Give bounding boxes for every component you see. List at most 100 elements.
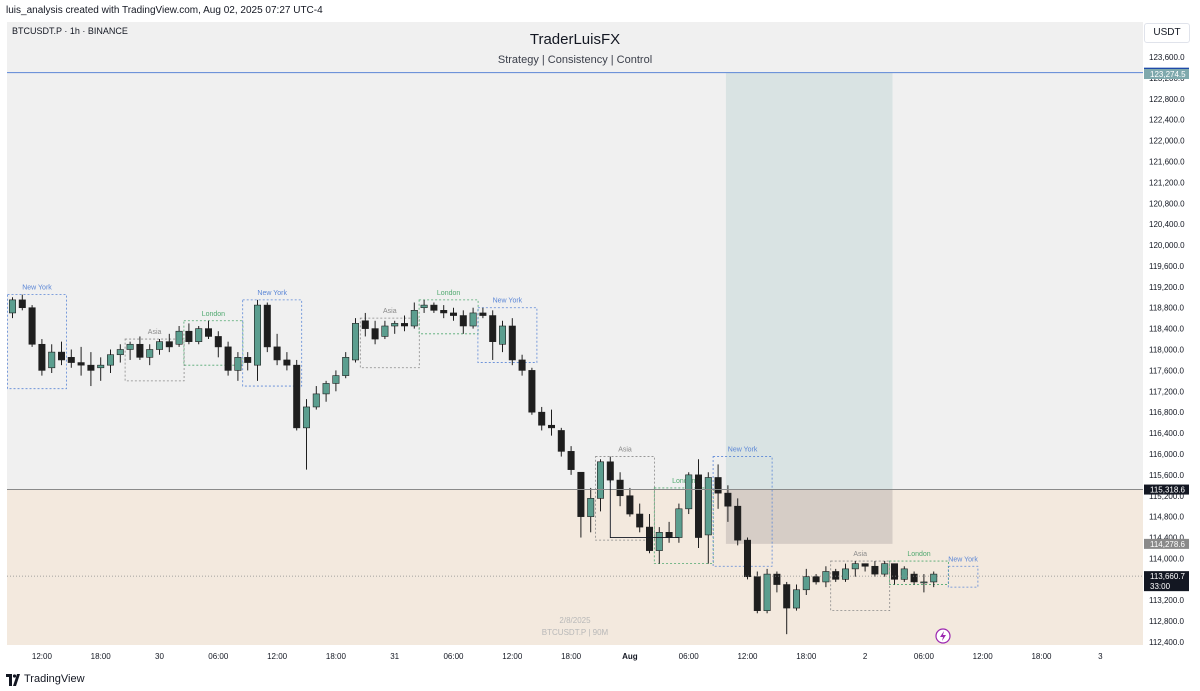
session-label-asia: Asia bbox=[618, 447, 632, 454]
session-label-newyork: New York bbox=[257, 290, 287, 297]
candle-body bbox=[440, 310, 448, 314]
candle-body bbox=[577, 471, 585, 517]
time-tick-label: 3 bbox=[1098, 652, 1103, 661]
candle-body bbox=[704, 477, 712, 536]
currency-button[interactable]: USDT bbox=[1144, 23, 1190, 43]
price-tick-label: 122,400.0 bbox=[1149, 116, 1185, 125]
price-tick-label: 116,400.0 bbox=[1149, 429, 1185, 438]
footer-brand: TradingView bbox=[24, 673, 85, 685]
candle-body bbox=[18, 299, 26, 309]
candle-body bbox=[734, 505, 742, 541]
target-zone bbox=[725, 72, 893, 490]
candle-body bbox=[224, 346, 232, 371]
candle-body bbox=[753, 576, 761, 611]
candle-body bbox=[567, 451, 575, 470]
session-box-london bbox=[183, 320, 244, 366]
session-label-asia: Asia bbox=[853, 551, 867, 558]
session-label-london: London bbox=[907, 551, 930, 558]
lightning-icon[interactable] bbox=[935, 628, 951, 644]
chart-svg[interactable]: New York Asia London New York Asia London New … bbox=[0, 22, 1200, 669]
candle-body bbox=[518, 359, 526, 371]
price-tick-label: 120,000.0 bbox=[1149, 241, 1185, 250]
price-tick-label: 117,600.0 bbox=[1149, 366, 1185, 375]
candle-body bbox=[724, 492, 732, 507]
chart-area[interactable]: New York Asia London New York Asia London New … bbox=[0, 22, 1200, 669]
session-box-asia bbox=[359, 317, 420, 369]
time-tick-label: 06:00 bbox=[679, 652, 700, 661]
candle-body bbox=[832, 571, 840, 580]
candle-body bbox=[146, 349, 154, 358]
candle-body bbox=[910, 573, 918, 583]
watermark-symbol: BTCUSDT.P | 90M bbox=[542, 628, 609, 637]
session-box-newyork bbox=[712, 456, 773, 567]
candle-body bbox=[57, 351, 65, 361]
price-tag bbox=[1144, 538, 1189, 549]
candle-body bbox=[449, 312, 457, 316]
author-line: luis_analysis created with TradingView.c… bbox=[6, 5, 323, 16]
candle-body bbox=[890, 563, 898, 580]
price-tick-label: 114,400.0 bbox=[1149, 534, 1185, 543]
candle-body bbox=[763, 573, 771, 611]
time-tick-label: 12:00 bbox=[267, 652, 288, 661]
price-tick-label: 113,200.0 bbox=[1149, 596, 1185, 605]
candle-body bbox=[254, 304, 262, 366]
candle-body bbox=[205, 328, 213, 337]
candle-body bbox=[900, 568, 908, 580]
price-tick-label: 121,200.0 bbox=[1149, 178, 1185, 187]
candle-body bbox=[9, 299, 17, 314]
time-tick-label: 30 bbox=[155, 652, 164, 661]
price-tick-label: 123,600.0 bbox=[1149, 53, 1185, 62]
liquidity-sweep-line bbox=[609, 472, 679, 538]
time-tick-label: 06:00 bbox=[914, 652, 935, 661]
symbol-legend[interactable]: BTCUSDT.P · 1h · BINANCE bbox=[12, 26, 128, 36]
session-label-london: London bbox=[672, 478, 695, 485]
top-bar: luis_analysis created with TradingView.c… bbox=[0, 0, 1200, 22]
session-label-newyork: New York bbox=[728, 447, 758, 454]
candle-body bbox=[87, 364, 95, 371]
session-label-asia: Asia bbox=[383, 308, 397, 315]
time-tick-label: 18:00 bbox=[1031, 652, 1052, 661]
candle-body bbox=[538, 411, 546, 426]
watermark-date: 2/8/2025 bbox=[559, 616, 591, 625]
candle-body bbox=[156, 341, 164, 350]
price-tick-label: 119,200.0 bbox=[1149, 283, 1185, 292]
candle-body bbox=[371, 328, 379, 340]
candle-body bbox=[655, 532, 663, 551]
candle-body bbox=[841, 568, 849, 580]
session-box-asia bbox=[830, 560, 891, 612]
candle-body bbox=[694, 474, 702, 538]
candle-body bbox=[67, 357, 75, 363]
candle-body bbox=[97, 364, 105, 369]
time-axis[interactable] bbox=[7, 645, 1143, 669]
session-box-newyork bbox=[947, 565, 979, 588]
candle-body bbox=[812, 576, 820, 583]
candle-body bbox=[351, 323, 359, 361]
candle-body bbox=[302, 406, 310, 429]
price-tick-label: 120,400.0 bbox=[1149, 220, 1185, 229]
candle-body bbox=[802, 576, 810, 591]
candle-body bbox=[489, 315, 497, 342]
price-tag bbox=[1144, 69, 1189, 80]
price-tick-label: 122,000.0 bbox=[1149, 137, 1185, 146]
candle-body bbox=[636, 513, 644, 528]
price-tick-label: 118,400.0 bbox=[1149, 325, 1185, 334]
price-tick-label: 116,000.0 bbox=[1149, 450, 1185, 459]
price-tick-label: 112,400.0 bbox=[1149, 638, 1185, 647]
candle-body bbox=[645, 526, 653, 551]
candle-body bbox=[557, 430, 565, 452]
candle-body bbox=[479, 312, 487, 316]
price-tick-label: 118,000.0 bbox=[1149, 346, 1185, 355]
candle-body bbox=[508, 325, 516, 361]
session-box-london bbox=[889, 560, 949, 585]
candle-body bbox=[871, 565, 879, 575]
candle-body bbox=[665, 532, 673, 538]
candle-body bbox=[596, 461, 604, 499]
tradingview-logo-icon bbox=[6, 674, 20, 686]
candle-body bbox=[195, 328, 203, 342]
candle-body bbox=[136, 343, 144, 358]
candle-body bbox=[792, 589, 800, 609]
candle-body bbox=[116, 349, 124, 356]
candle-body bbox=[714, 477, 722, 494]
time-tick-label: Aug bbox=[622, 652, 638, 661]
candle-body bbox=[675, 508, 683, 538]
